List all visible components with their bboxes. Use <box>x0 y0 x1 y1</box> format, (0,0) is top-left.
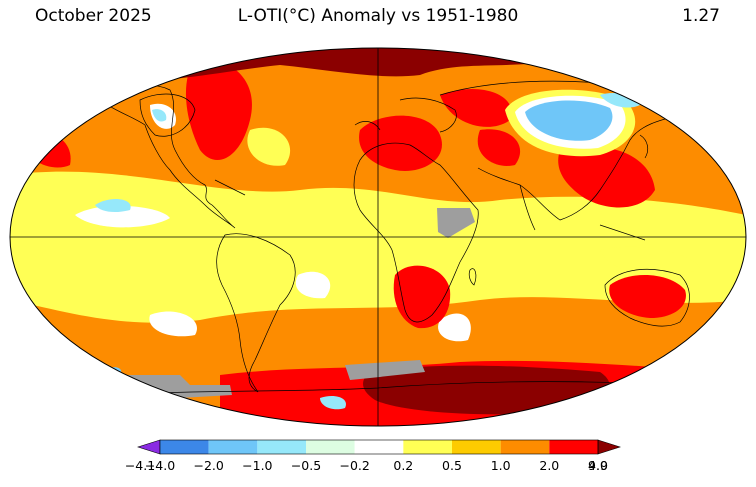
colorbar-outline <box>159 439 599 455</box>
map-title: L-OTI(°C) Anomaly vs 1951-1980 <box>237 6 519 26</box>
colorbar-segment <box>500 440 550 454</box>
arctic-anomaly <box>90 48 660 81</box>
coastlines <box>94 80 717 396</box>
australia-anomaly <box>609 274 686 318</box>
colorbar-segment <box>452 440 501 454</box>
colorbar-tick-label: −0.5 <box>291 458 321 473</box>
colorbar: −4.1−4.0 −2.0 −1.0 −0.5 −0.2 0.2 0.5 1.0 2.0 4.09… <box>125 439 621 473</box>
colorbar-tick-label: 1.0 <box>491 458 511 473</box>
colorbar-segment <box>549 440 598 454</box>
colorbar-tick-label: 0.5 <box>442 458 462 473</box>
colorbar-segment <box>306 440 355 454</box>
anomaly-map <box>9 47 747 427</box>
colorbar-tick-label: −0.2 <box>339 458 369 473</box>
colorbar-segment <box>160 440 209 454</box>
colorbar-segment <box>403 440 452 454</box>
period-label: October 2025 <box>35 6 152 26</box>
colorbar-tick-label: −2.0 <box>193 458 223 473</box>
colorbar-tick-label: 2.0 <box>539 458 559 473</box>
colorbar-tick-label: 0.2 <box>393 458 413 473</box>
colorbar-extend-high <box>597 439 621 455</box>
colorbar-segment <box>354 440 404 454</box>
colorbar-extend-low <box>137 439 161 455</box>
global-mean-value: 1.27 <box>682 6 720 26</box>
colorbar-tick-label: −4.1 <box>125 458 155 473</box>
antarctica-anomaly <box>363 365 610 415</box>
colorbar-segment <box>257 440 306 454</box>
missing-data-east-africa <box>437 208 475 238</box>
colorbar-tick-label: −4.0 <box>145 458 175 473</box>
colorbar-tick-label: 9.9 <box>588 458 608 473</box>
colorbar-tick-label: 4.0 <box>588 458 608 473</box>
colorbar-tick-label: −1.0 <box>242 458 272 473</box>
colorbar-segment <box>208 440 258 454</box>
